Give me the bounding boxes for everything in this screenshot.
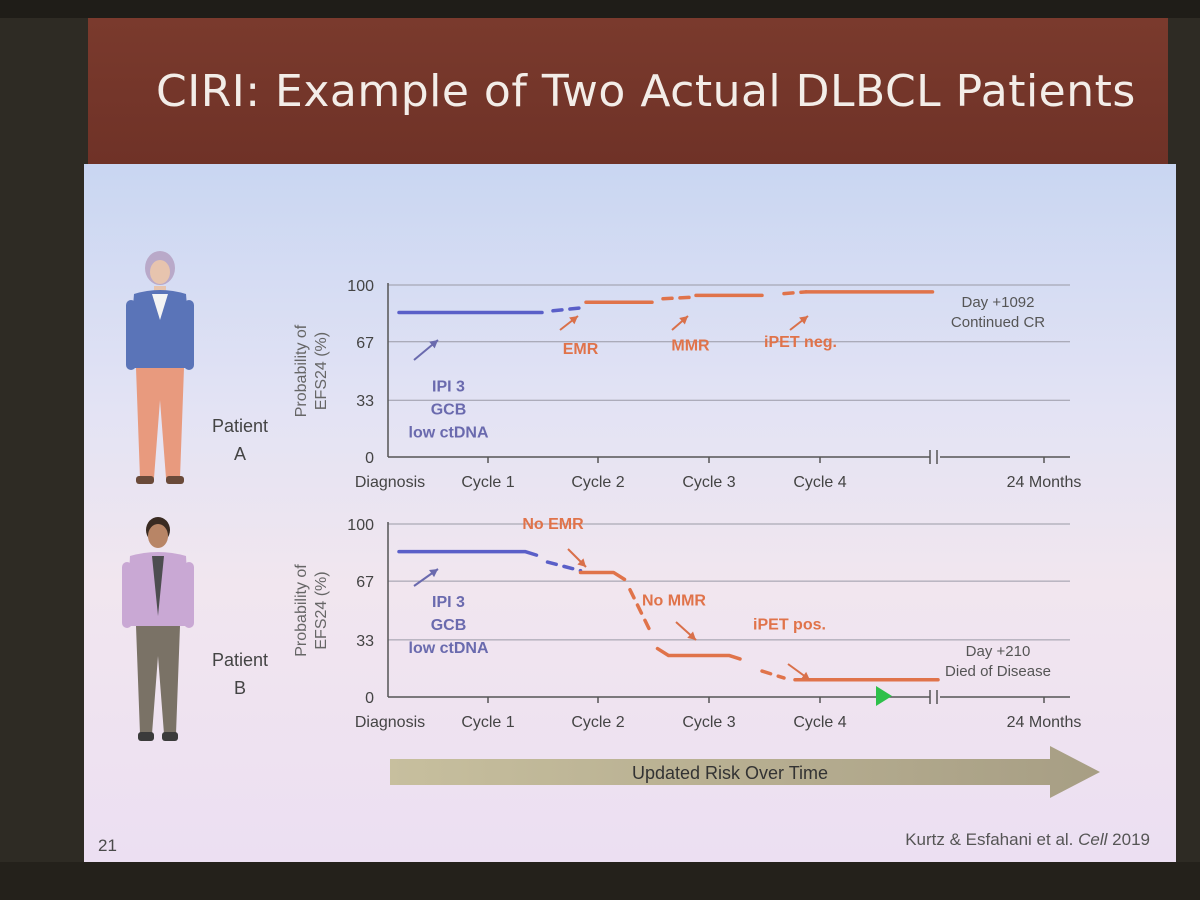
patient-label: Patient [212,416,268,436]
annotation-text: MMR [671,337,710,354]
room-background-bottom [0,862,1200,900]
slide-body: 0 33 67 100 Diagnosis Cycle 1 Cycle 2 Cycle 3 Cy… [84,164,1176,862]
slide-title-bar: CIRI: Example of Two Actual DLBCL Patien… [88,18,1168,164]
x-tick-label: Cycle 4 [793,474,846,491]
annotation-text: low ctDNA [409,425,489,442]
annotation-text: iPET neg. [764,334,837,351]
annotation-arrowhead [801,671,810,680]
series-line-orange-dashed [661,295,698,301]
y-tick-label: 67 [356,335,374,352]
annotation-text: EMR [563,341,599,358]
x-tick-label: Cycle 1 [461,714,514,731]
annotation-text: IPI 3 [432,379,465,396]
end-note: Died of Disease [945,663,1051,680]
patient-b-illustration [122,517,194,741]
patient-label: Patient [212,650,268,670]
annotation-text: GCB [431,617,467,634]
series-line-blue-dashed [551,305,588,313]
slide-title: CIRI: Example of Two Actual DLBCL Patien… [156,66,1136,117]
annotation-arrowhead [687,631,696,640]
series-line-orange-solid [578,570,627,582]
room-background-top [0,0,1200,18]
x-tick-label: Diagnosis [355,714,425,731]
end-note: Day +1092 [962,294,1035,311]
citation-authors: Kurtz & Esfahani et al. [905,830,1074,849]
updated-risk-arrow: Updated Risk Over Time [390,746,1100,798]
y-tick-label: 100 [347,278,374,295]
series-line-orange-solid [655,646,742,661]
y-tick-label: 33 [356,633,374,650]
x-tick-label: Cycle 1 [461,474,514,491]
annotation-text: GCB [431,402,467,419]
annotation-arrowhead [569,316,578,325]
y-axis-label: EFS24 (%) [313,332,330,410]
series-line-orange-dashed [782,290,808,296]
patient-label: B [234,678,246,698]
patient-a-illustration [126,251,194,484]
annotation-arrowhead [679,316,688,325]
series-line-blue-solid [397,549,539,557]
slide-number: 21 [98,836,117,855]
y-tick-label: 67 [356,574,374,591]
efs24-charts: 0 33 67 100 Diagnosis Cycle 1 Cycle 2 Cycle 3 Cy… [212,278,1082,731]
green-pointer-marker [876,686,892,706]
x-tick-label: 24 Months [1007,714,1082,731]
annotation-text: low ctDNA [409,640,489,657]
updated-risk-label: Updated Risk Over Time [632,763,828,783]
annotation-text: No EMR [522,516,584,533]
x-tick-label: Cycle 4 [793,714,846,731]
y-tick-label: 33 [356,393,374,410]
series-line-orange-dashed [760,669,786,680]
citation-year: 2019 [1112,830,1150,849]
citation: Kurtz & Esfahani et al. Cell 2019 [905,830,1150,850]
y-axis-label: Probability of [293,324,310,417]
x-tick-label: Cycle 3 [682,474,735,491]
x-tick-label: Cycle 2 [571,714,624,731]
x-tick-label: Cycle 3 [682,714,735,731]
series-line-blue-dashed [545,560,583,573]
end-note: Continued CR [951,314,1045,331]
x-tick-label: Cycle 2 [571,474,624,491]
y-tick-label: 0 [365,450,374,467]
annotation-arrowhead [577,558,586,567]
end-note: Day +210 [966,643,1031,660]
annotation-text: iPET pos. [753,617,826,634]
y-axis-label: Probability of [293,564,310,657]
x-tick-label: 24 Months [1007,474,1082,491]
annotation-arrowhead [429,340,438,349]
y-tick-label: 0 [365,690,374,707]
x-tick-label: Diagnosis [355,474,425,491]
series-line-orange-dashed [628,587,654,637]
citation-journal: Cell [1078,830,1108,849]
y-axis-label: EFS24 (%) [313,571,330,649]
annotation-text: IPI 3 [432,594,465,611]
annotation-text: No MMR [642,592,706,609]
annotation-arrowhead [799,316,808,325]
annotation-arrowhead [429,569,438,578]
y-tick-label: 100 [347,517,374,534]
patient-label: A [234,444,246,464]
